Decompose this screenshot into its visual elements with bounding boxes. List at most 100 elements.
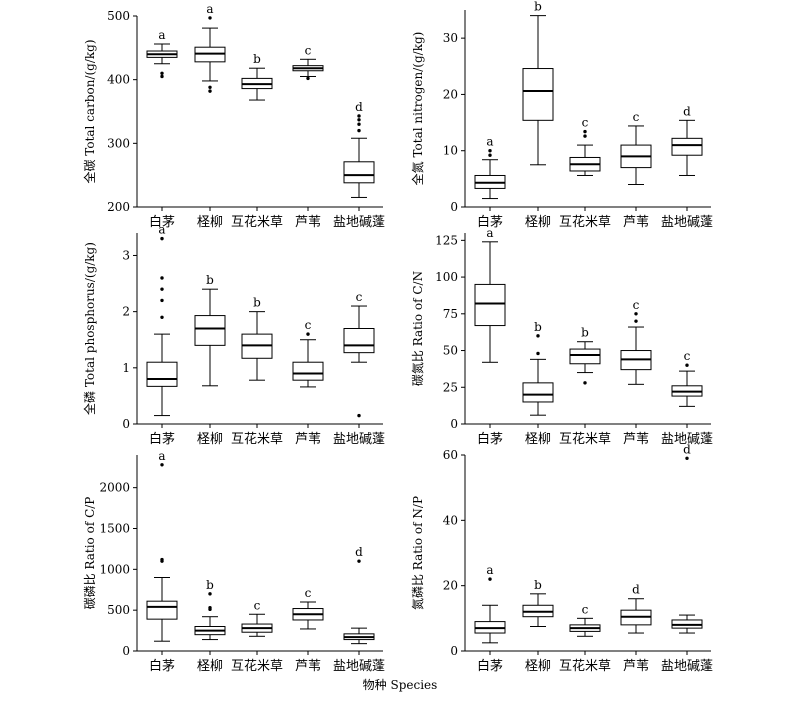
box-3: c: [569, 602, 601, 637]
outlier-point: [160, 287, 164, 291]
box-4: c: [620, 298, 652, 385]
outlier-point: [634, 312, 638, 316]
category-label: 芦苇: [295, 215, 321, 230]
outlier-point: [160, 315, 164, 319]
box-2: b: [522, 320, 554, 416]
significance-letter: c: [305, 43, 312, 57]
significance-letter: a: [206, 2, 213, 16]
iqr-box: [569, 348, 601, 365]
y-tick-label: 40: [443, 513, 458, 527]
significance-letter: c: [305, 318, 312, 332]
iqr-box: [146, 600, 178, 620]
iqr-box: [522, 68, 554, 121]
y-tick-label: 125: [435, 233, 458, 247]
y-tick-label: 300: [107, 136, 130, 150]
iqr-box: [474, 283, 506, 327]
outlier-point: [583, 134, 587, 138]
category-label: 互花米草: [231, 214, 283, 230]
outlier-point: [583, 129, 587, 134]
significance-letter: c: [582, 116, 589, 130]
y-tick-label: 0: [122, 644, 130, 658]
y-axis-title: 氮磷比 Ratio of N/P: [410, 496, 425, 610]
outlier-point: [208, 85, 212, 90]
category-label: 白茅: [149, 214, 175, 230]
outlier-point: [208, 89, 212, 93]
category-label: 白茅: [477, 658, 503, 674]
outlier-point: [160, 557, 164, 562]
outlier-point: [160, 463, 164, 467]
significance-letter: c: [356, 290, 363, 304]
y-tick-label: 50: [443, 344, 458, 358]
significance-letter: a: [486, 226, 493, 240]
box-1: a: [146, 449, 178, 642]
box-4: c: [292, 586, 324, 630]
box-3: b: [241, 296, 273, 381]
significance-letter: c: [633, 110, 640, 124]
category-label: 芦苇: [623, 659, 649, 674]
iqr-box: [671, 137, 703, 156]
box-3: b: [241, 52, 273, 101]
panel-3: 0 1 2 3 全磷 Total phosphorus/(g/kg) 白茅 a 柽柳 b 互花米草…: [82, 223, 385, 447]
category-label: 芦苇: [295, 659, 321, 674]
category-label: 盐地碱蓬: [661, 432, 713, 447]
outlier-point: [357, 559, 361, 563]
significance-letter: a: [158, 223, 165, 237]
y-tick-label: 1000: [99, 562, 130, 576]
outlier-point: [357, 118, 361, 122]
outlier-point: [208, 592, 212, 596]
significance-letter: d: [683, 104, 691, 118]
outlier-point: [208, 606, 212, 610]
outlier-point: [488, 577, 492, 581]
panel-4: 0 25 50 75 100 125 碳氮比 Ratio of C/N 白茅 a 柽柳 b 互花米草 b…: [410, 226, 713, 447]
category-label: 互花米草: [559, 658, 611, 674]
category-label: 互花米草: [231, 431, 283, 447]
category-label: 白茅: [149, 658, 175, 674]
y-axis-title: 全碳 Total carbon/(g/kg): [82, 39, 97, 183]
category-label: 盐地碱蓬: [661, 659, 713, 674]
category-label: 柽柳: [197, 432, 223, 447]
outlier-point: [160, 71, 164, 76]
outlier-point: [160, 276, 164, 280]
box-5: d: [343, 100, 375, 198]
y-axis-title: 全氮 Total nitrogen/(g/kg): [410, 32, 425, 186]
y-tick-label: 0: [122, 417, 130, 431]
box-4: c: [292, 318, 324, 388]
significance-letter: d: [632, 583, 640, 597]
outlier-point: [357, 413, 361, 418]
panel-1: 200 300 400 500 全碳 Total carbon/(g/kg) 白茅 a 柽柳 a…: [82, 2, 385, 230]
outlier-point: [306, 332, 310, 336]
box-2: b: [522, 578, 554, 627]
y-tick-label: 20: [443, 579, 458, 593]
outlier-point: [583, 381, 587, 385]
outlier-point: [160, 298, 164, 303]
y-tick-label: 2000: [99, 481, 130, 495]
box-1: a: [474, 226, 506, 363]
iqr-box: [146, 361, 178, 387]
x-axis-label: 物种 Species: [363, 678, 438, 692]
outlier-point: [488, 149, 492, 153]
significance-letter: c: [254, 598, 261, 612]
box-3: c: [241, 598, 273, 637]
y-tick-label: 25: [443, 380, 458, 394]
y-tick-label: 500: [107, 603, 130, 617]
box-5: d: [671, 442, 703, 634]
box-4: c: [292, 43, 324, 81]
category-label: 白茅: [149, 431, 175, 447]
box-5: d: [343, 545, 375, 645]
y-tick-label: 30: [443, 31, 458, 45]
box-2: b: [194, 273, 226, 387]
outlier-point: [685, 456, 689, 460]
outlier-point: [306, 76, 310, 81]
category-label: 芦苇: [295, 432, 321, 447]
significance-letter: b: [534, 578, 542, 592]
y-tick-label: 500: [107, 9, 130, 23]
category-label: 柽柳: [525, 432, 551, 447]
box-3: b: [569, 326, 601, 385]
category-label: 柽柳: [197, 659, 223, 674]
significance-letter: d: [355, 545, 363, 559]
y-tick-label: 0: [450, 644, 458, 658]
significance-letter: a: [158, 28, 165, 42]
